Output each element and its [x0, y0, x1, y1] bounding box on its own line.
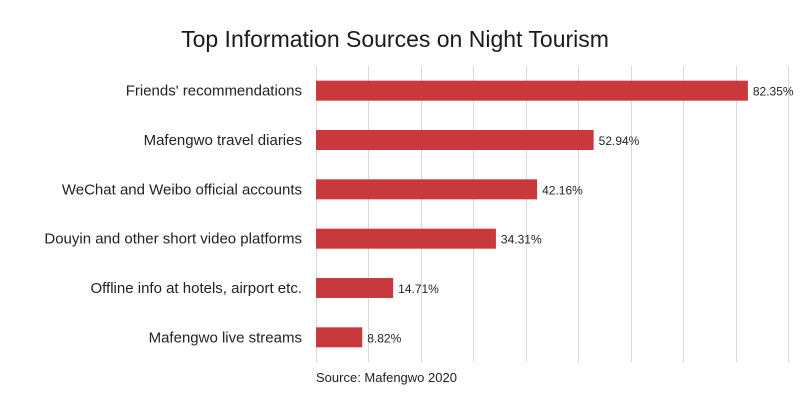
- bar: [316, 278, 394, 298]
- category-label: Offline info at hotels, airport etc.: [90, 280, 302, 297]
- bar: [316, 179, 538, 200]
- bar: [316, 228, 496, 249]
- category-label: Friends' recommendations: [126, 83, 302, 100]
- value-label: 8.82%: [367, 331, 401, 345]
- value-label: 82.35%: [753, 85, 794, 99]
- category-label: Douyin and other short video platforms: [44, 231, 302, 248]
- category-label: WeChat and Weibo official accounts: [62, 181, 302, 198]
- bar: [316, 327, 363, 348]
- chart-title: Top Information Sources on Night Tourism: [181, 26, 609, 52]
- value-label: 14.71%: [398, 282, 439, 296]
- value-label: 42.16%: [542, 183, 583, 197]
- source-note: Source: Mafengwo 2020: [316, 370, 457, 385]
- value-labels: 82.35% 52.94% 42.16% 34.31% 14.71% 8.82%: [367, 85, 794, 346]
- bars: [316, 80, 748, 348]
- bar: [316, 130, 594, 150]
- gridlines: [316, 66, 789, 362]
- bar: [316, 80, 748, 101]
- value-label: 52.94%: [599, 134, 640, 148]
- category-label: Mafengwo live streams: [149, 329, 302, 346]
- value-label: 34.31%: [501, 233, 542, 247]
- category-label: Mafengwo travel diaries: [144, 132, 302, 149]
- category-labels: Friends' recommendations Mafengwo travel …: [44, 83, 302, 347]
